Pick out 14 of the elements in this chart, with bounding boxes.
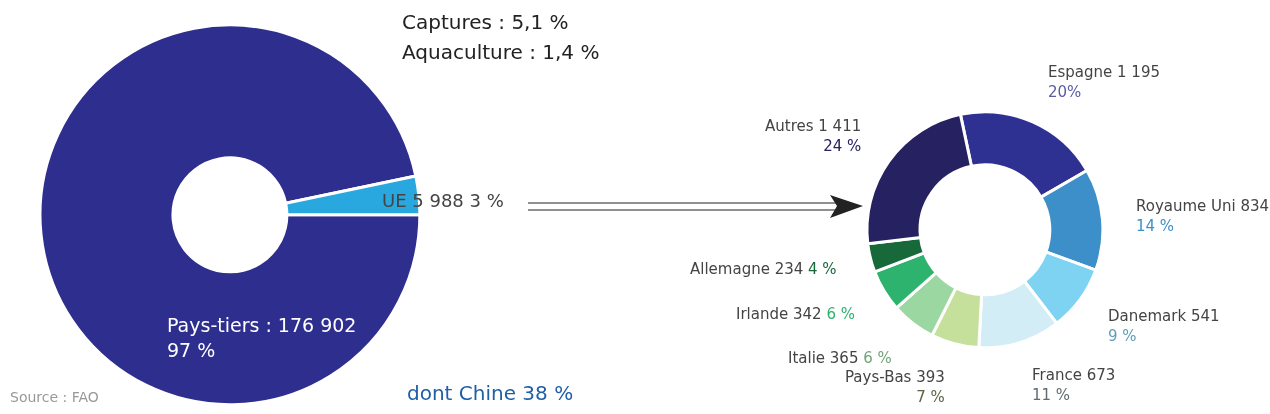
slice-label: Royaume Uni 834 14 % xyxy=(1136,197,1270,235)
slice-label: Autres 1 411 24 % xyxy=(765,117,862,155)
slice-label: Pays-Bas 393 7 % xyxy=(845,368,945,406)
text: Captures : 5,1 % xyxy=(402,10,569,34)
slice-label: Espagne 1 195 20% xyxy=(1048,63,1160,101)
slice-label: Italie 365 6 % xyxy=(788,349,892,367)
slice-label: Pays-tiers : 176 902 97 % xyxy=(167,314,357,361)
source-note: Source : FAO xyxy=(10,389,99,405)
slice-label: Danemark 541 9 % xyxy=(1108,307,1220,345)
slice-label: Allemagne 234 4 % xyxy=(690,260,837,278)
slice-label: France 673 11 % xyxy=(1032,366,1116,404)
text: dont Chine 38 % xyxy=(407,381,574,405)
text: Aquaculture : 1,4 % xyxy=(402,40,600,64)
slice-label: Irlande 342 6 % xyxy=(736,305,855,323)
